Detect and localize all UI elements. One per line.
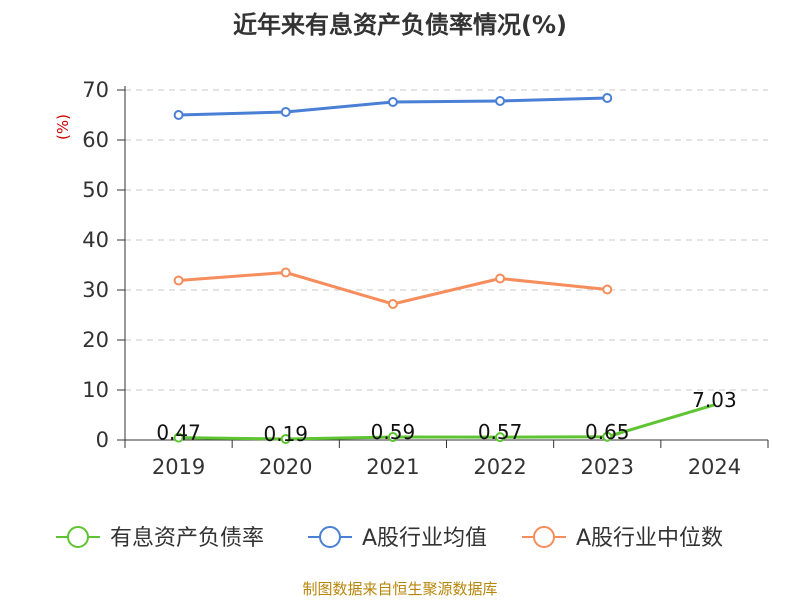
data-point (387, 432, 398, 443)
data-point (602, 93, 613, 103)
legend: 有息资产负债率 A股行业均值 A股行业中位数 (56, 526, 723, 551)
data-point (602, 284, 613, 295)
legend-label: 有息资产负债率 (110, 526, 264, 551)
x-tick-label: 2020 (259, 455, 312, 479)
legend-label: A股行业中位数 (576, 526, 723, 551)
y-tick-label: 50 (82, 178, 109, 202)
y-tick-label: 30 (82, 278, 109, 302)
y-tick-label: 60 (82, 128, 109, 152)
data-point (173, 432, 184, 443)
data-point (387, 97, 398, 107)
y-tick-label: 10 (82, 378, 109, 402)
axes: 0 10 20 30 40 50 60 70 2019 2020 2021 2022 2023 2024 (82, 78, 769, 479)
x-tick-label: 2021 (366, 455, 419, 479)
legend-swatch-marker (533, 526, 555, 548)
y-tick-label: 20 (82, 328, 109, 352)
source-note: 制图数据来自恒生聚源数据库 (302, 580, 497, 598)
y-tick-label: 40 (82, 228, 109, 252)
data-point (280, 107, 291, 117)
y-axis-unit: (%) (54, 114, 72, 140)
x-tick-label: 2019 (152, 455, 205, 479)
series-line (178, 403, 715, 441)
data-labels: 0.47 0.19 0.59 0.57 0.65 7.03 (156, 388, 736, 446)
data-label: 0.47 (156, 421, 201, 445)
data-point (495, 273, 506, 284)
x-tick-label: 2023 (581, 455, 634, 479)
data-point (173, 275, 184, 286)
data-label: 0.57 (478, 420, 523, 444)
data-label: 0.59 (371, 420, 416, 444)
grid-lines (125, 89, 768, 391)
data-label: 7.03 (692, 388, 737, 412)
data-point (387, 299, 398, 309)
y-tick-label: 0 (96, 428, 109, 452)
chart-title: 近年来有息资产负债率情况(%) (233, 11, 567, 39)
series-group (173, 93, 715, 445)
data-label: 0.19 (263, 422, 308, 446)
data-point (280, 267, 291, 278)
x-tick-label: 2022 (473, 455, 526, 479)
data-point (280, 434, 291, 445)
x-tick-label: 2024 (688, 455, 741, 479)
data-label: 0.65 (585, 420, 630, 444)
data-point (495, 432, 506, 443)
data-point (173, 110, 184, 120)
data-point (602, 431, 613, 442)
legend-swatch-marker (67, 526, 89, 548)
data-point (495, 96, 506, 106)
y-tick-label: 70 (82, 78, 109, 102)
legend-swatch-marker (319, 526, 341, 548)
legend-label: A股行业均值 (362, 526, 487, 551)
